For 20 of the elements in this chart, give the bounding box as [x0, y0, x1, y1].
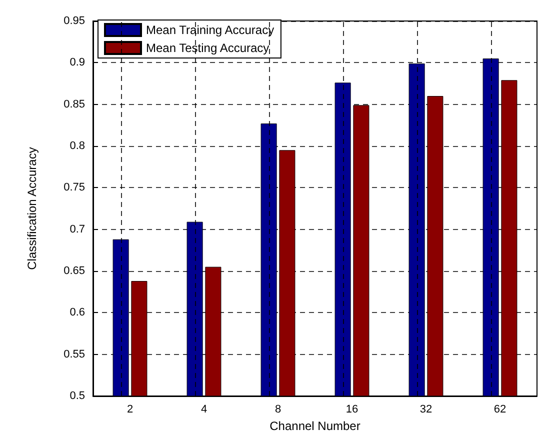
- y-tick-label: 0.95: [64, 15, 85, 27]
- y-tick-label: 0.55: [64, 348, 85, 360]
- x-tick-label: 32: [420, 404, 432, 416]
- y-tick-label: 0.75: [64, 182, 85, 194]
- x-axis-title: Channel Number: [270, 418, 360, 433]
- x-tick-label: 4: [200, 404, 208, 416]
- y-tick-label: 0.6: [70, 306, 85, 319]
- legend-label: Mean Testing Accuracy: [146, 41, 270, 55]
- y-tick-label: 0.85: [64, 98, 85, 110]
- x-tick-label: 2: [126, 404, 134, 416]
- y-axis-title: Classification Accuracy: [25, 147, 39, 270]
- y-tick-label: 0.7: [70, 223, 85, 236]
- y-tick-label: 0.5: [70, 390, 85, 402]
- legend-label: Mean Training Accuracy: [146, 23, 274, 37]
- x-tick-label: 8: [274, 404, 282, 416]
- y-tick-label: 0.65: [64, 265, 85, 277]
- y-tick-label: 0.9: [70, 56, 85, 69]
- x-tick-label: 16: [346, 404, 358, 416]
- x-tick-label: 62: [494, 404, 506, 416]
- y-tick-label: 0.8: [70, 140, 85, 152]
